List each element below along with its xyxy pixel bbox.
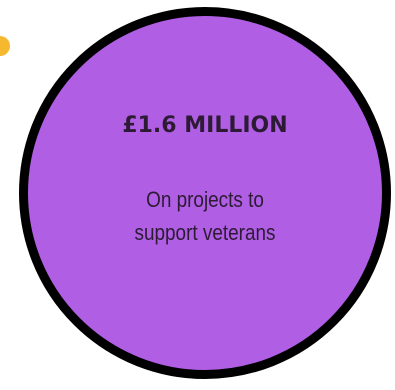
stat-content: £1.6 MILLION On projects to support vete… xyxy=(19,7,391,379)
stat-description-line-1: On projects to xyxy=(146,187,264,212)
stat-circle xyxy=(19,7,391,379)
stat-description-line-2: support veterans xyxy=(134,220,276,245)
stat-figure: £1.6 MILLION xyxy=(122,113,288,138)
accent-dot xyxy=(0,36,10,56)
stat-description: On projects to support veterans xyxy=(97,183,314,249)
